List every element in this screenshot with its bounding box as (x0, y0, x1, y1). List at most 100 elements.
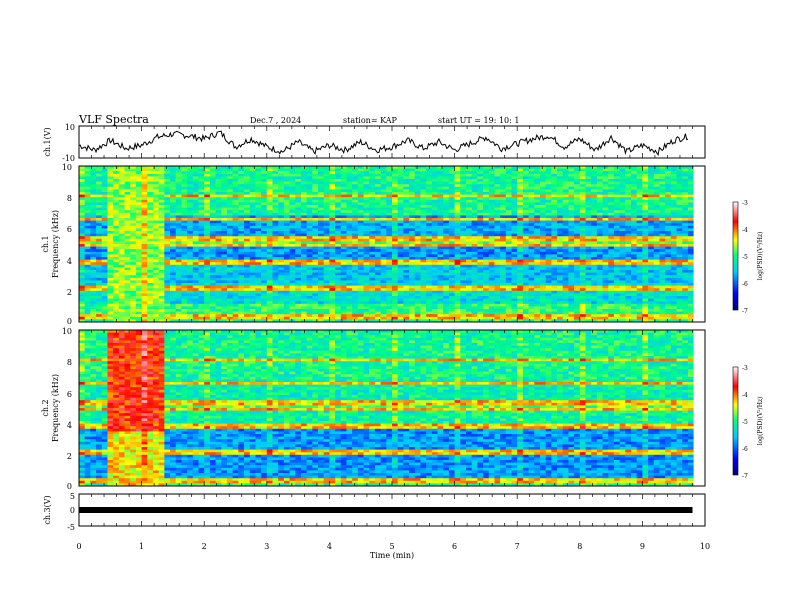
spectrogram-cell (346, 283, 353, 286)
spectrogram-cell (113, 264, 120, 268)
spectrogram-cell (283, 207, 290, 211)
spectrogram-cell (363, 215, 370, 219)
spectrogram-cell (255, 210, 262, 214)
spectrogram-cell (107, 280, 114, 284)
spectrogram-cell (113, 223, 120, 227)
spectrogram-cell (477, 194, 484, 198)
spectrogram-cell (175, 231, 182, 234)
spectrogram-cell (505, 233, 512, 237)
spectrogram-cell (226, 197, 234, 201)
spectrogram-cell (528, 184, 535, 188)
spectrogram-cell (335, 301, 342, 305)
spectrogram-cell (477, 244, 484, 247)
spectrogram-cell (249, 244, 256, 247)
spectrogram-cell (96, 181, 103, 185)
spectrogram-cell (96, 257, 103, 260)
spectrogram-cell (483, 306, 490, 310)
spectrogram-cell (175, 173, 182, 177)
spectrogram-cell (522, 192, 529, 195)
spectrogram-cell (448, 303, 455, 307)
spectrogram-cell (90, 283, 97, 286)
spectrogram-cell (454, 290, 461, 294)
spectrogram-cell (90, 197, 97, 201)
spectrogram-cell (505, 249, 512, 253)
spectrogram-cell (483, 272, 490, 276)
spectrogram-cell (363, 251, 370, 255)
spectrogram-cell (323, 254, 330, 258)
spectrogram-cell (409, 186, 416, 190)
spectrogram-cell (323, 267, 330, 271)
spectrogram-cell (278, 288, 285, 292)
spectrogram-cell (443, 246, 450, 250)
spectrogram-cell (96, 231, 103, 234)
spectrogram-cell (152, 244, 160, 247)
spectrogram-cell (147, 192, 154, 195)
spectrogram-cell (215, 296, 222, 299)
spectrogram-cell (124, 179, 131, 182)
spectrogram-cell (329, 212, 336, 216)
spectrogram-cell (295, 272, 302, 276)
spectrogram-cell (545, 254, 552, 258)
spectrogram-cell (215, 241, 222, 245)
spectrogram-cell (448, 277, 455, 281)
spectrogram-cell (96, 246, 103, 250)
spectrogram-cell (289, 166, 296, 169)
spectrogram-cell (204, 233, 211, 237)
spectrogram-cell (335, 205, 342, 208)
spectrogram-cell (295, 309, 302, 312)
spectrogram-cell (306, 262, 313, 266)
spectrogram-cell (431, 288, 438, 292)
spectrogram-cell (306, 251, 313, 255)
spectrogram-cell (392, 309, 399, 312)
spectrogram-cell (505, 309, 512, 312)
spectrogram-cell (414, 270, 421, 273)
spectrogram-cell (340, 192, 347, 195)
spectrogram-cell (283, 251, 290, 255)
spectrogram-cell (300, 231, 308, 234)
spectrogram-cell (170, 212, 177, 216)
spectrogram-cell (300, 218, 308, 221)
spectrogram-cell (152, 290, 160, 294)
spectrogram-cell (494, 238, 501, 242)
spectrogram-cell (483, 298, 490, 302)
spectrogram-cell (477, 306, 484, 310)
spectrogram-cell (272, 314, 279, 318)
spectrogram-cell (221, 218, 228, 221)
spectrogram-cell (494, 319, 501, 323)
spectrogram-cell (443, 293, 450, 297)
spectrogram-cell (187, 290, 194, 294)
spectrogram-cell (175, 244, 182, 247)
spectrogram-cell (357, 236, 364, 240)
spectrogram-cell (312, 293, 319, 297)
spectrogram-cell (221, 301, 228, 305)
spectrogram-cell (272, 207, 279, 211)
spectrogram-cell (363, 311, 370, 315)
spectrogram-cell (335, 290, 342, 294)
spectrogram-cell (403, 259, 410, 263)
spectrogram-cell (517, 171, 524, 175)
spectrogram-cell (374, 205, 382, 208)
spectrogram-cell (118, 301, 125, 305)
spectrogram-cell (329, 186, 336, 190)
spectrogram-cell (226, 212, 234, 216)
spectrogram-cell (488, 280, 495, 284)
spectrogram-cell (534, 246, 541, 250)
spectrogram-cell (244, 171, 251, 175)
spectrogram-cell (124, 303, 131, 307)
spectrogram-cell (289, 251, 296, 255)
spectrogram-cell (380, 228, 387, 232)
spectrogram-cell (272, 212, 279, 216)
spectrogram-cell (244, 194, 251, 198)
spectrogram-cell (471, 205, 478, 208)
spectrogram-cell (306, 192, 313, 195)
spectrogram-cell (295, 205, 302, 208)
spectrogram-cell (96, 288, 103, 292)
spectrogram-cell (226, 192, 234, 195)
spectrogram-cell (283, 285, 290, 289)
spectrogram-cell (323, 293, 330, 297)
spectrogram-cell (113, 277, 120, 281)
spectrogram-cell (170, 251, 177, 255)
spectrogram-cell (283, 176, 290, 180)
spectrogram-cell (539, 283, 547, 286)
spectrogram-cell (420, 251, 427, 255)
